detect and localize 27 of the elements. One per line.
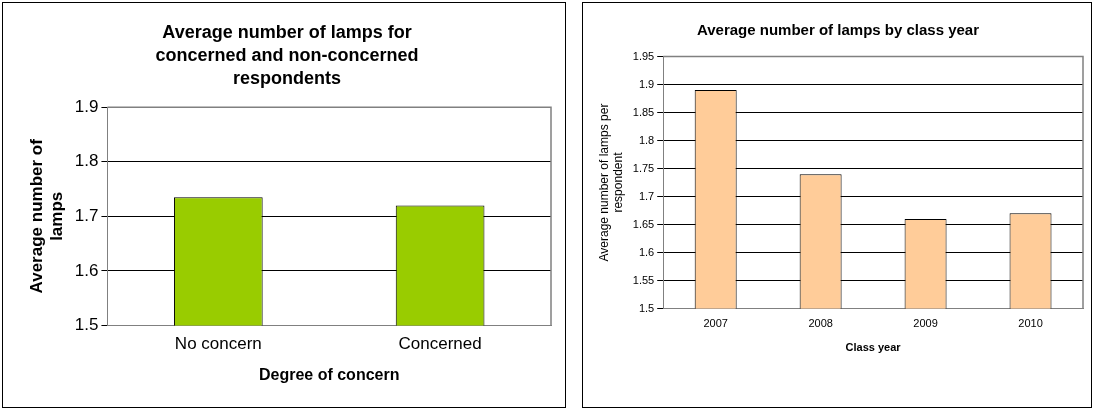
y-tick-label: 1.8 — [74, 151, 99, 171]
x-axis-title: Class year — [845, 341, 902, 354]
x-axis-title: Degree of concern — [258, 365, 400, 383]
y-tick-label: 1.7 — [638, 189, 655, 202]
y-tick-label: 1.6 — [638, 245, 655, 258]
y-tick-label: 1.8 — [638, 133, 655, 146]
y-tick-label: 1.9 — [638, 77, 655, 90]
x-tick-label: No concern — [174, 334, 262, 354]
x-tick-label: 2010 — [1018, 317, 1043, 330]
y-tick-label: 1.5 — [638, 301, 655, 314]
y-tick-label: 1.75 — [632, 161, 655, 174]
y-tick-label: 1.85 — [632, 105, 655, 118]
x-tick-label: Concerned — [398, 334, 482, 354]
x-tick-label: 2009 — [913, 317, 938, 330]
y-tick-label: 1.65 — [632, 217, 655, 230]
y-tick-label: 1.55 — [632, 273, 655, 286]
y-tick-label: 1.7 — [74, 205, 99, 225]
chart-title: Average number of lamps for concerned and non-concerned respondents — [155, 21, 419, 89]
y-tick-label: 1.9 — [74, 96, 99, 116]
y-tick-label: 1.6 — [74, 260, 99, 280]
y-axis-title: Average number of lamps — [26, 138, 67, 294]
x-tick-label: 2007 — [703, 317, 728, 330]
y-tick-label: 1.5 — [74, 315, 99, 335]
y-axis-title: Average number of lamps per respondent — [596, 103, 625, 262]
x-tick-label: 2008 — [808, 317, 833, 330]
y-tick-label: 1.95 — [632, 49, 655, 62]
chart-title: Average number of lamps by class year — [696, 20, 980, 38]
